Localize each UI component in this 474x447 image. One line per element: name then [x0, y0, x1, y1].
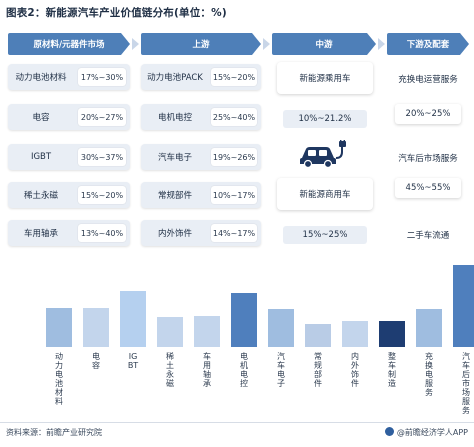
upstream-item-label: 动力电池PACK [147, 73, 203, 83]
arrow-right-icon [263, 38, 270, 50]
raw-item: IGBT 30%~37% [8, 144, 130, 170]
bar-稀土永磁 [157, 317, 183, 347]
x-tick-label: 动力电池材料 [55, 352, 63, 406]
raw-item: 动力电池材料 17%~30% [8, 64, 130, 90]
upstream-item-label: 汽车电子 [157, 153, 192, 163]
raw-item: 电容 20%~27% [8, 104, 130, 130]
x-tick-label: IGBT [127, 352, 139, 370]
upstream-item-value: 14%~17% [211, 224, 257, 242]
chart-title: 图表2：新能源汽车产业价值链分布(单位：%) [6, 7, 227, 19]
raw-item-value: 30%~37% [78, 148, 126, 166]
brand-name: @前瞻经济学人APP [396, 428, 468, 437]
raw-item: 车用轴承 13%~40% [8, 220, 130, 246]
upstream-item-value: 10%~17% [211, 186, 257, 204]
midstream-item-value: 10%~21.2% [283, 110, 367, 128]
bar-IGBT [120, 291, 146, 347]
arrow-right-icon [378, 38, 385, 50]
bar-车用轴承 [194, 316, 220, 347]
bar-常规部件 [305, 324, 331, 347]
downstream-item-value: 45%~55% [395, 178, 461, 198]
x-tick-label: 稀土永磁 [166, 352, 174, 388]
x-tick-label: 内外饰件 [351, 352, 359, 388]
source-note: 资料来源：前瞻产业研究院 [6, 428, 102, 437]
downstream-item-label: 充换电运营服务 [398, 75, 458, 85]
upstream-item-value: 19%~26% [211, 148, 257, 166]
bar-电容 [83, 308, 109, 347]
x-tick-label: 充换电服务 [425, 352, 433, 397]
arrow-right-icon [132, 38, 139, 50]
bar-电机电控 [231, 293, 257, 347]
bar-充换电服务 [416, 309, 442, 347]
bar-整车制造 [379, 321, 405, 347]
x-tick-label: 电容 [92, 352, 100, 370]
x-tick-label: 车用轴承 [203, 352, 211, 388]
x-tick-label: 整车制造 [388, 352, 396, 388]
ev-car-charging-icon [300, 140, 346, 168]
upstream-item-label: 电机电控 [157, 113, 192, 123]
downstream-item-label: 汽车后市场服务 [398, 154, 458, 164]
brand-logo-icon [384, 427, 394, 436]
upstream-item: 常规部件 10%~17% [141, 182, 261, 208]
upstream-item-value: 15%~20% [211, 68, 257, 86]
raw-item-label: 电容 [32, 113, 50, 123]
raw-item-value: 15%~20% [78, 186, 126, 204]
midstream-item-label: 新能源商用车 [277, 178, 373, 210]
raw-item-value: 17%~30% [78, 68, 126, 86]
midstream-item-label: 新能源乘用车 [277, 62, 373, 94]
column-header-raw: 原材料/元器件市场 [8, 33, 130, 55]
bar-汽车后市场服务 [453, 265, 474, 347]
value-distribution-chart [0, 260, 474, 347]
brand-signature: @前瞻经济学人APP [384, 427, 468, 438]
column-header-downstream: 下游及配套 [387, 33, 469, 55]
upstream-item: 内外饰件 14%~17% [141, 220, 261, 246]
x-tick-label: 汽车电子 [277, 352, 285, 388]
column-header-midstream: 中游 [272, 33, 376, 55]
upstream-item-label: 内外饰件 [157, 229, 192, 239]
x-tick-label: 常规部件 [314, 352, 322, 388]
upstream-item: 汽车电子 19%~26% [141, 144, 261, 170]
raw-item-value: 20%~27% [78, 108, 126, 126]
x-tick-label: 汽车后市场服务 [462, 352, 470, 415]
bar-汽车电子 [268, 309, 294, 347]
bar-动力电池材料 [46, 308, 72, 347]
x-tick-label: 电机电控 [240, 352, 248, 388]
raw-item: 稀土永磁 15%~20% [8, 182, 130, 208]
footer-divider [0, 422, 474, 423]
raw-item-label: 稀土永磁 [23, 191, 58, 201]
column-header-upstream: 上游 [141, 33, 261, 55]
upstream-item: 电机电控 25%~40% [141, 104, 261, 130]
raw-item-value: 13%~40% [78, 224, 126, 242]
upstream-item-label: 常规部件 [157, 191, 192, 201]
raw-item-label: IGBT [30, 152, 52, 162]
upstream-item-value: 25%~40% [211, 108, 257, 126]
raw-item-label: 动力电池材料 [15, 73, 67, 83]
raw-item-label: 车用轴承 [23, 229, 58, 239]
downstream-item-value: 20%~25% [395, 104, 461, 124]
midstream-item-value: 15%~25% [283, 226, 367, 244]
downstream-item-label: 二手车流通 [406, 231, 450, 241]
upstream-item: 动力电池PACK 15%~20% [141, 64, 261, 90]
bar-内外饰件 [342, 321, 368, 347]
